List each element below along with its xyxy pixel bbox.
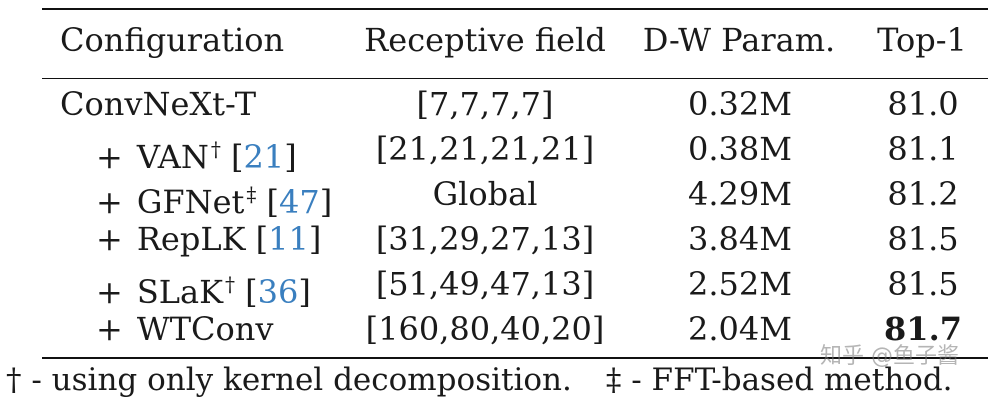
dw-param-cell: 2.04M — [687, 310, 792, 348]
dw-param-cell: 0.32M — [687, 85, 792, 123]
dw-param-cell: 4.29M — [687, 175, 792, 213]
footnote-double-dagger: ‡ - FFT-based method. — [605, 362, 953, 398]
config-name: SLaK — [136, 273, 223, 311]
top1-cell: 81.5 — [887, 265, 959, 303]
dw-param-cell: 3.84M — [687, 220, 792, 258]
header-top1: Top-1 — [877, 21, 967, 59]
plus-sign: + — [96, 273, 123, 311]
config-cell: + WTConv — [96, 307, 273, 351]
config-cell: + SLaK † [36] — [96, 272, 311, 311]
table-row: ConvNeXt-T [7,7,7,7] 0.32M 81.0 — [0, 82, 1008, 126]
citation-link[interactable]: 47 — [279, 183, 320, 221]
citation-link[interactable]: 21 — [243, 138, 285, 176]
top1-cell: 81.5 — [887, 220, 959, 258]
footnote-dagger: † - using only kernel decomposition. — [6, 362, 572, 398]
dagger-mark: † — [224, 272, 235, 296]
receptive-field-cell: [31,29,27,13] — [375, 220, 595, 258]
config-cell: + GFNet ‡ [47] — [96, 182, 333, 221]
receptive-field-cell: [51,49,47,13] — [375, 265, 595, 303]
table-row: + GFNet ‡ [47] Global 4.29M 81.2 — [0, 172, 1008, 221]
table-bottom-rule — [42, 357, 988, 359]
receptive-field-cell: [160,80,40,20] — [365, 310, 605, 348]
table-row: + SLaK † [36] [51,49,47,13] 2.52M 81.5 — [0, 262, 1008, 311]
table-header-row: Configuration Receptive field D-W Param.… — [0, 18, 1008, 62]
config-cell: ConvNeXt-T — [60, 82, 256, 126]
table-row: + VAN † [21] [21,21,21,21] 0.38M 81.1 — [0, 127, 1008, 176]
table-row: + RepLK [11] [31,29,27,13] 3.84M 81.5 — [0, 217, 1008, 261]
double-dagger-mark: ‡ — [246, 182, 257, 206]
plus-sign: + — [96, 138, 123, 176]
table-row: + WTConv [160,80,40,20] 2.04M 81.7 — [0, 307, 1008, 351]
citation-link[interactable]: 36 — [257, 273, 299, 311]
citation-link[interactable]: 11 — [268, 220, 309, 258]
top1-cell: 81.0 — [887, 85, 959, 123]
config-name: ConvNeXt-T — [60, 85, 257, 123]
receptive-field-cell: [21,21,21,21] — [375, 130, 595, 168]
table-header-rule — [42, 78, 988, 79]
plus-sign: + — [96, 220, 123, 258]
receptive-field-cell: Global — [432, 175, 538, 213]
dw-param-cell: 2.52M — [687, 265, 792, 303]
header-dw-param: D-W Param. — [642, 21, 836, 59]
top1-cell-best: 81.7 — [884, 310, 962, 348]
config-name: RepLK — [136, 220, 246, 258]
watermark: 知乎 @鱼子酱 — [820, 344, 959, 369]
header-configuration: Configuration — [60, 21, 285, 59]
top1-cell: 81.2 — [887, 175, 959, 213]
receptive-field-cell: [7,7,7,7] — [416, 85, 554, 123]
top1-cell: 81.1 — [887, 130, 959, 168]
dagger-mark: † — [210, 137, 221, 161]
plus-sign: + — [96, 310, 123, 348]
config-name: GFNet — [136, 183, 245, 221]
plus-sign: + — [96, 183, 123, 221]
header-receptive-field: Receptive field — [364, 21, 606, 59]
config-cell: + RepLK [11] — [96, 220, 322, 258]
config-cell: + VAN † [21] — [96, 137, 297, 176]
config-name: VAN — [136, 138, 209, 176]
table-footnote: † - using only kernel decomposition. ‡ - … — [6, 358, 953, 402]
config-name: WTConv — [136, 310, 274, 348]
dw-param-cell: 0.38M — [687, 130, 792, 168]
table-top-rule — [42, 8, 988, 10]
